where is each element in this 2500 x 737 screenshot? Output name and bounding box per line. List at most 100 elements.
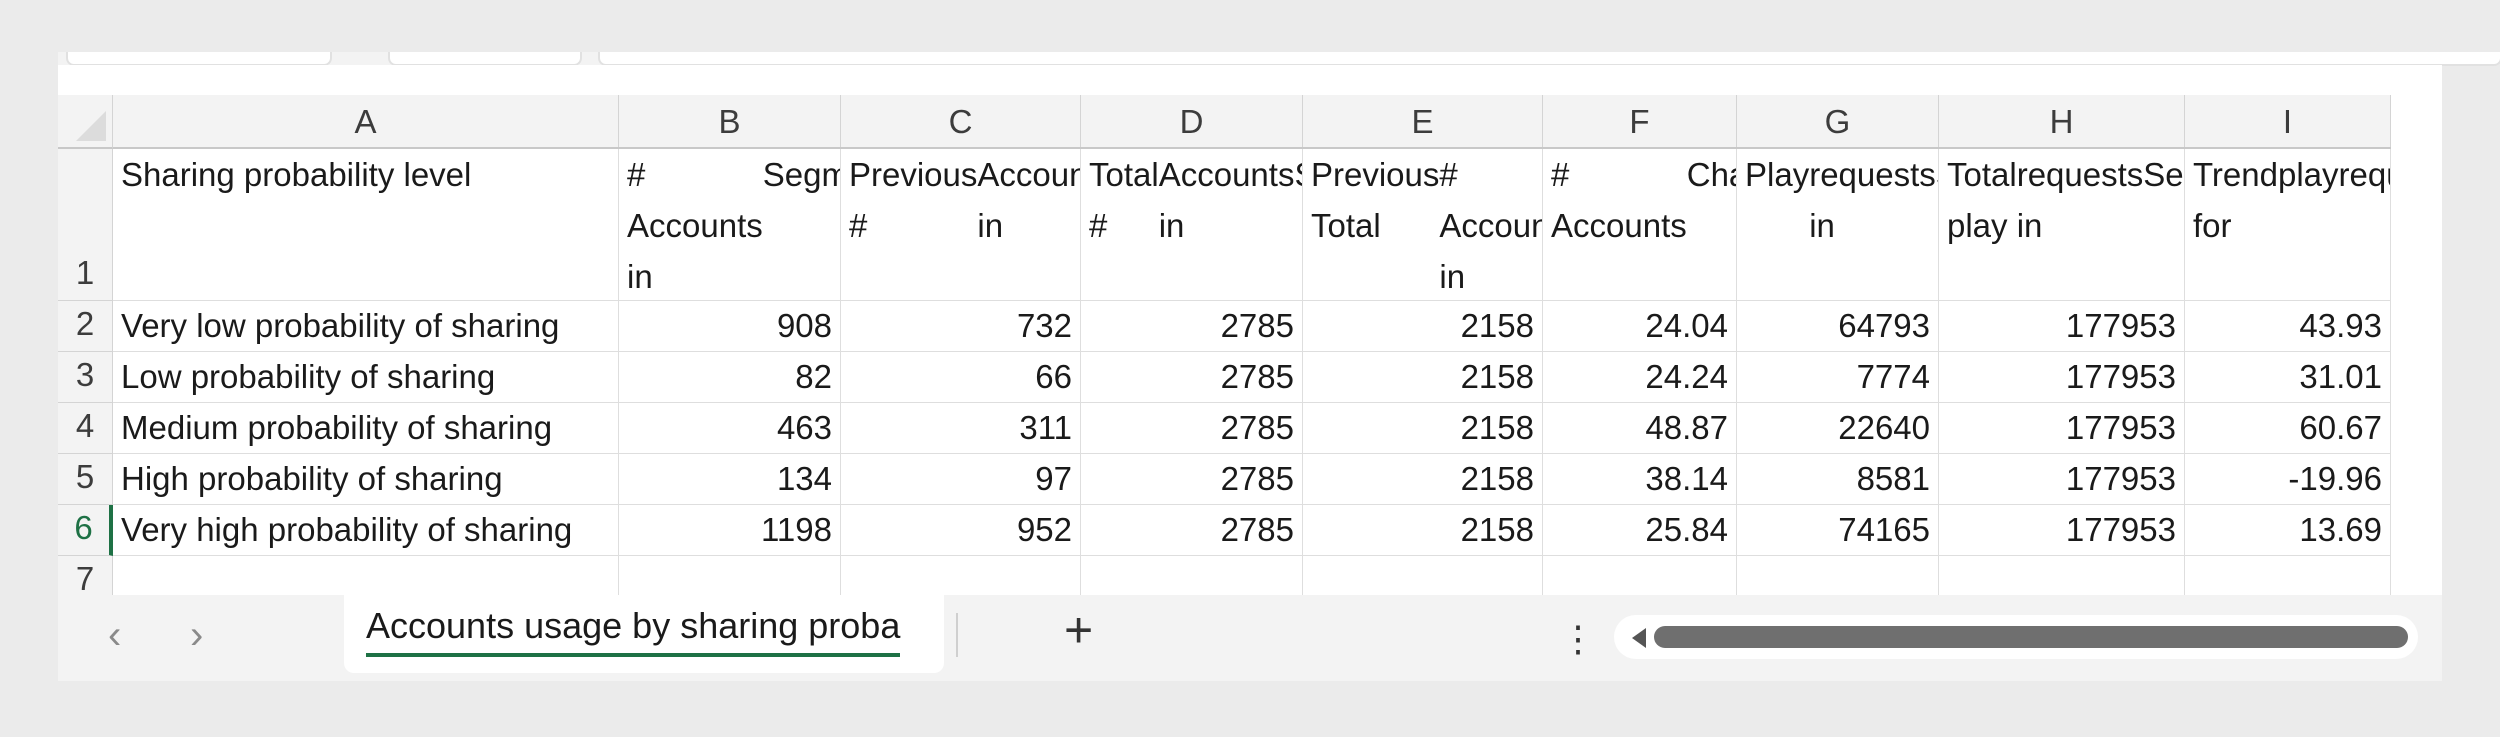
cell-g3[interactable]: 7774 <box>1737 352 1939 403</box>
cell-g6[interactable]: 74165 <box>1737 505 1939 556</box>
header-cell-line: Previous Total <box>1311 156 1440 244</box>
cell-a6[interactable]: Very high probability of sharing <box>113 505 619 556</box>
row-header-4[interactable]: 4 <box>58 403 113 454</box>
header-cell-a[interactable]: Sharing probability level <box>113 149 619 301</box>
header-cell-b[interactable]: # Accounts inSegment <box>619 149 841 301</box>
cell-a4[interactable]: Medium probability of sharing <box>113 403 619 454</box>
cell-b2[interactable]: 908 <box>619 301 841 352</box>
cell-c4[interactable]: 311 <box>841 403 1081 454</box>
cell-i4[interactable]: 60.67 <box>2185 403 2391 454</box>
column-header-d[interactable]: D <box>1081 95 1303 147</box>
scroll-left-icon[interactable] <box>1632 628 1646 648</box>
more-options-icon[interactable]: ⋮ <box>1560 618 1596 659</box>
formula-controls[interactable] <box>388 52 582 66</box>
column-header-g[interactable]: G <box>1737 95 1939 147</box>
formula-input[interactable] <box>598 52 2500 66</box>
header-cell-f[interactable]: # AccountsChangePercent <box>1543 149 1737 301</box>
column-header-c[interactable]: C <box>841 95 1081 147</box>
row-header-2[interactable]: 2 <box>58 301 113 352</box>
header-cell-e[interactable]: Previous Total# Accounts inSegment <box>1303 149 1543 301</box>
cell-c7[interactable] <box>841 556 1081 595</box>
column-header-a[interactable]: A <box>113 95 619 147</box>
sheet-tab-active[interactable]: Accounts usage by sharing proba <box>344 595 944 673</box>
column-header-f[interactable]: F <box>1543 95 1737 147</box>
horizontal-scrollbar[interactable] <box>1614 615 2418 659</box>
cell-i7[interactable] <box>2185 556 2391 595</box>
header-cell-c[interactable]: Previous #Accounts inSegment <box>841 149 1081 301</box>
row-header-7[interactable]: 7 <box>58 556 113 595</box>
cell-b3[interactable]: 82 <box>619 352 841 403</box>
cell-h4[interactable]: 177953 <box>1939 403 2185 454</box>
cell-h2[interactable]: 177953 <box>1939 301 2185 352</box>
cell-f2[interactable]: 24.04 <box>1543 301 1737 352</box>
cell-f6[interactable]: 25.84 <box>1543 505 1737 556</box>
cell-d3[interactable]: 2785 <box>1081 352 1303 403</box>
cell-b7[interactable] <box>619 556 841 595</box>
prev-sheet-icon[interactable]: ‹ <box>108 613 122 657</box>
cell-a2[interactable]: Very low probability of sharing <box>113 301 619 352</box>
header-cell-line: Sharing probability level <box>121 156 472 193</box>
cell-c5[interactable]: 97 <box>841 454 1081 505</box>
sheet-tab-bar: ‹ › Accounts usage by sharing proba + ⋮ <box>58 595 2442 681</box>
cell-i6[interactable]: 13.69 <box>2185 505 2391 556</box>
table-row: High probability of sharing 134 97 2785 2158… <box>113 454 2391 505</box>
cell-e7[interactable] <box>1303 556 1543 595</box>
column-header-b[interactable]: B <box>619 95 841 147</box>
header-cell-line: Trend for <box>2193 156 2278 244</box>
cell-d4[interactable]: 2785 <box>1081 403 1303 454</box>
header-cell-line: Accounts in <box>977 156 1080 244</box>
name-box[interactable] <box>66 52 332 66</box>
cell-d6[interactable]: 2785 <box>1081 505 1303 556</box>
cell-h7[interactable] <box>1939 556 2185 595</box>
row-header-1[interactable]: 1 <box>58 149 113 301</box>
cell-a5[interactable]: High probability of sharing <box>113 454 619 505</box>
cell-f4[interactable]: 48.87 <box>1543 403 1737 454</box>
next-sheet-icon[interactable]: › <box>190 613 204 657</box>
header-cell-line: Accounts in <box>1158 156 1295 244</box>
header-cell-i[interactable]: Trend forplayrequests <box>2185 149 2391 301</box>
cell-e4[interactable]: 2158 <box>1303 403 1543 454</box>
cell-g7[interactable] <box>1737 556 1939 595</box>
cell-i5[interactable]: -19.96 <box>2185 454 2391 505</box>
cell-e2[interactable]: 2158 <box>1303 301 1543 352</box>
cell-c3[interactable]: 66 <box>841 352 1081 403</box>
cell-a3[interactable]: Low probability of sharing <box>113 352 619 403</box>
header-cell-d[interactable]: Total #Accounts inSegment <box>1081 149 1303 301</box>
row-header-6[interactable]: 6 <box>58 505 113 556</box>
cell-b4[interactable]: 463 <box>619 403 841 454</box>
cell-d2[interactable]: 2785 <box>1081 301 1303 352</box>
cell-c6[interactable]: 952 <box>841 505 1081 556</box>
column-header-e[interactable]: E <box>1303 95 1543 147</box>
cell-e6[interactable]: 2158 <box>1303 505 1543 556</box>
add-sheet-icon[interactable]: + <box>1064 602 1094 658</box>
row-header-5[interactable]: 5 <box>58 454 113 505</box>
cell-i3[interactable]: 31.01 <box>2185 352 2391 403</box>
cell-c2[interactable]: 732 <box>841 301 1081 352</box>
cell-f7[interactable] <box>1543 556 1737 595</box>
cell-h3[interactable]: 177953 <box>1939 352 2185 403</box>
cell-e3[interactable]: 2158 <box>1303 352 1543 403</box>
scrollbar-thumb[interactable] <box>1654 626 2408 648</box>
table-row: Very high probability of sharing 1198 952 2… <box>113 505 2391 556</box>
row-header-3[interactable]: 3 <box>58 352 113 403</box>
cell-b6[interactable]: 1198 <box>619 505 841 556</box>
cell-e5[interactable]: 2158 <box>1303 454 1543 505</box>
cell-a7[interactable] <box>113 556 619 595</box>
cell-b5[interactable]: 134 <box>619 454 841 505</box>
select-all-corner[interactable] <box>58 95 113 149</box>
cell-g5[interactable]: 8581 <box>1737 454 1939 505</box>
cell-i2[interactable]: 43.93 <box>2185 301 2391 352</box>
column-header-i[interactable]: I <box>2185 95 2391 147</box>
cell-h5[interactable]: 177953 <box>1939 454 2185 505</box>
cell-d7[interactable] <box>1081 556 1303 595</box>
cell-f5[interactable]: 38.14 <box>1543 454 1737 505</box>
cell-d5[interactable]: 2785 <box>1081 454 1303 505</box>
column-header-h[interactable]: H <box>1939 95 2185 147</box>
cell-h6[interactable]: 177953 <box>1939 505 2185 556</box>
cell-f3[interactable]: 24.24 <box>1543 352 1737 403</box>
cell-g4[interactable]: 22640 <box>1737 403 1939 454</box>
cell-g2[interactable]: 64793 <box>1737 301 1939 352</box>
